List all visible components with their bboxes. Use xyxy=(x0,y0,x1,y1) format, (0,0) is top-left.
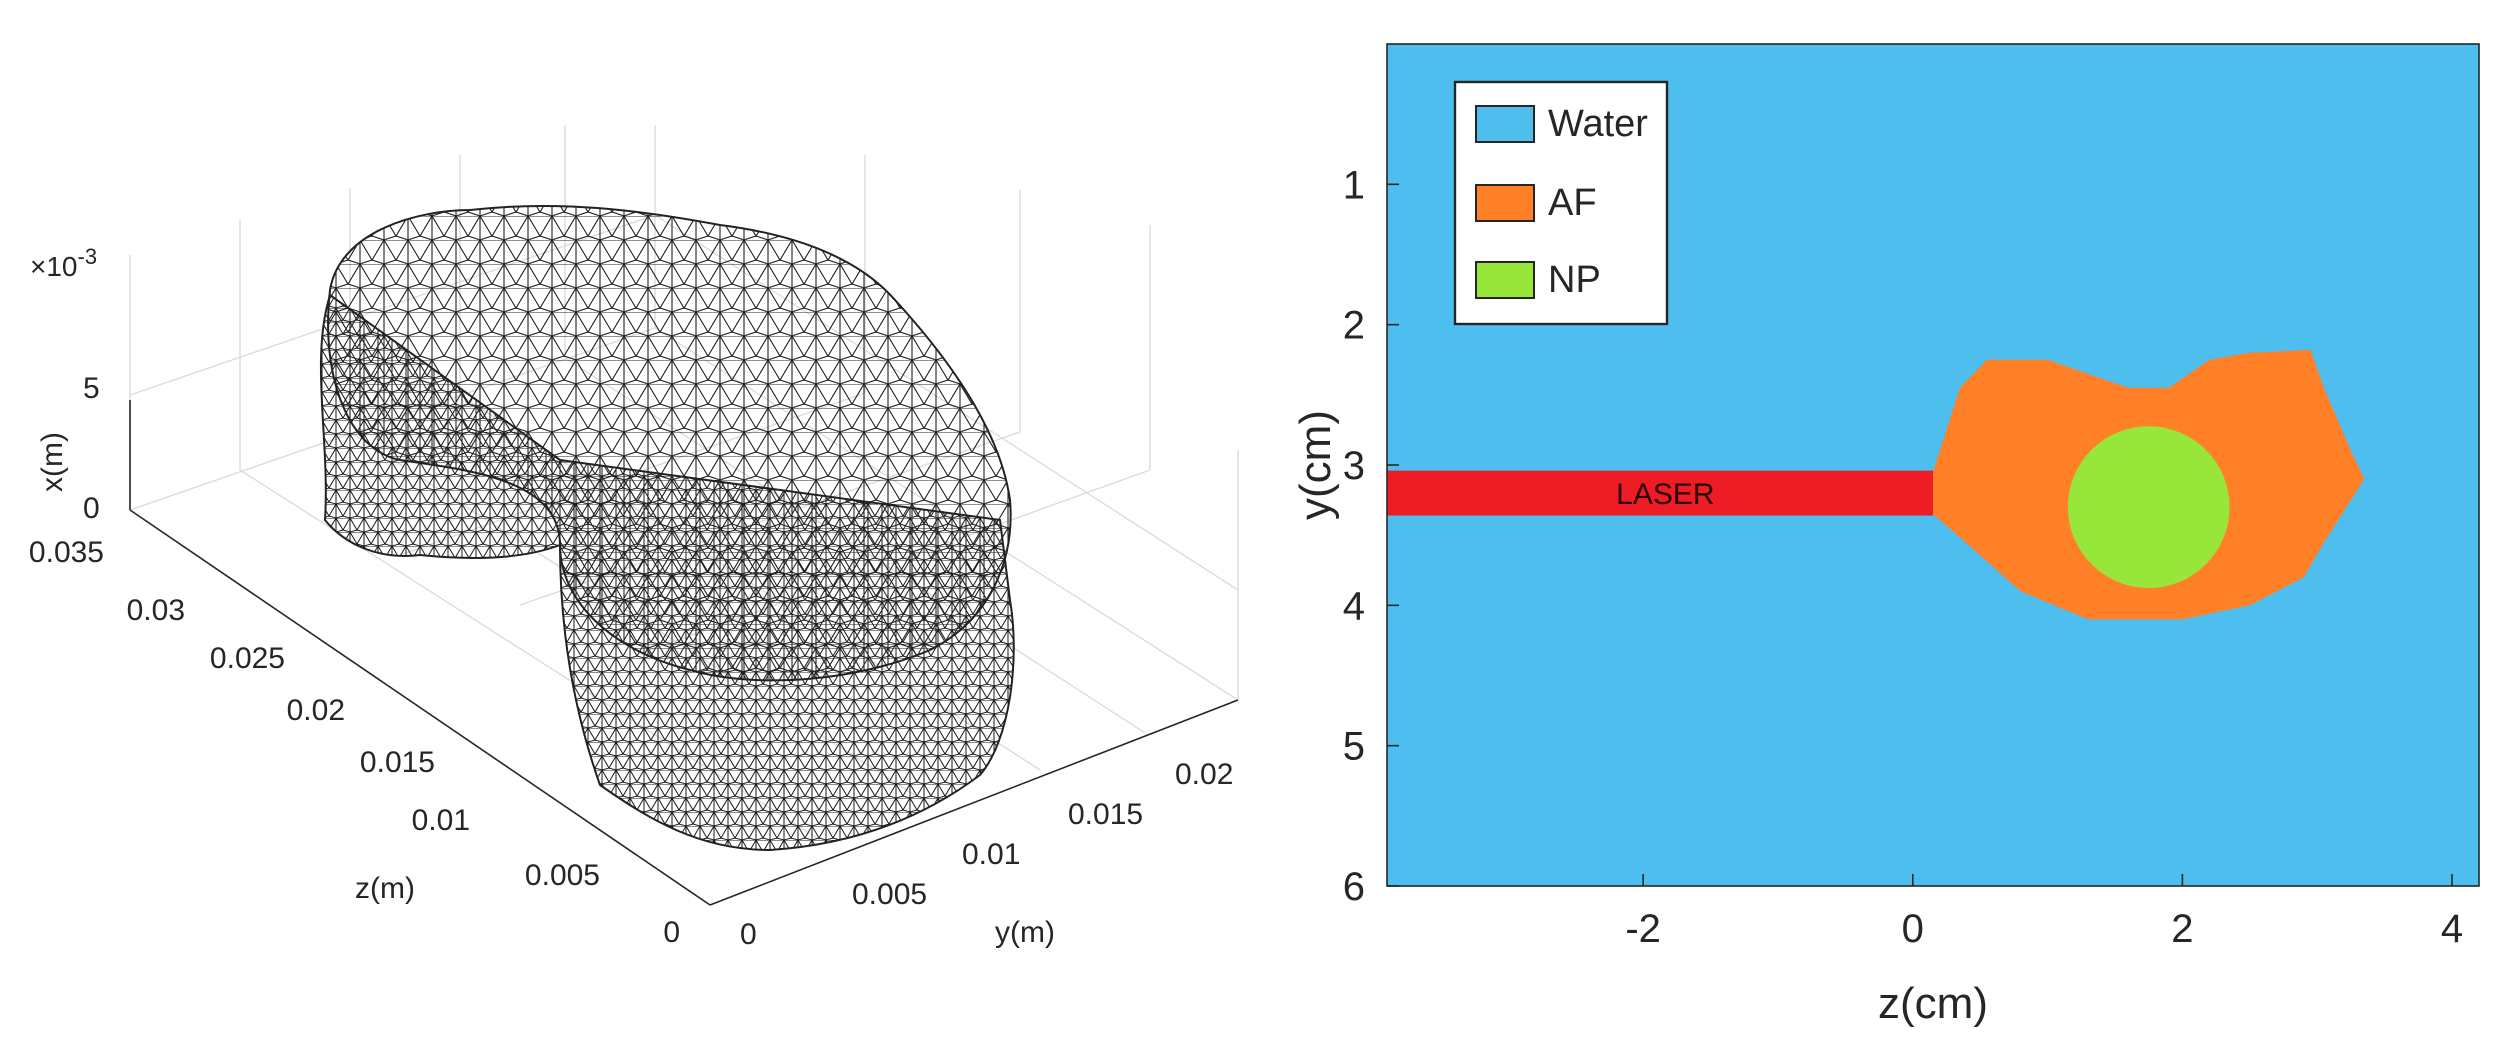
z-tick: 0.005 xyxy=(525,859,600,892)
legend-label: AF xyxy=(1548,182,1597,224)
x-tick: 5 xyxy=(83,372,100,405)
y-tick: 0.01 xyxy=(962,838,1020,871)
y-axis-label: y(m) xyxy=(995,916,1055,949)
exponent-label: ×10-3 xyxy=(30,244,97,282)
legend-entry-af: AF xyxy=(1475,182,1597,224)
np-region xyxy=(2067,426,2230,588)
mesh-ticks: ×10-3 0 5 x(m) 0.035 0.03 0.025 0.02 0.0… xyxy=(29,244,1233,951)
legend: Water AF NP xyxy=(1453,80,1669,326)
z-tick: 0.01 xyxy=(412,804,470,837)
x-axis-label: x(m) xyxy=(36,432,69,492)
y-tick-label: 5 xyxy=(1343,725,1365,769)
legend-swatch xyxy=(1475,184,1535,222)
y-tick: 0.015 xyxy=(1068,798,1143,831)
x-tick-label: -2 xyxy=(1625,907,1661,951)
y-tick-label: 6 xyxy=(1343,865,1365,909)
y-tick-label: 3 xyxy=(1343,444,1365,488)
y-tick-label: 4 xyxy=(1343,584,1365,628)
z-axis-label: z(m) xyxy=(355,872,415,905)
z-tick: 0.035 xyxy=(29,536,104,569)
y-tick: 0 xyxy=(740,918,757,951)
laser-beam xyxy=(1387,470,1933,516)
x-tick: 0 xyxy=(83,492,100,525)
mesh-top-face xyxy=(327,205,1012,682)
y-tick-label: 1 xyxy=(1343,163,1365,207)
y-tick-label: 2 xyxy=(1343,304,1365,348)
legend-swatch xyxy=(1475,105,1535,143)
z-tick: 0.025 xyxy=(210,642,285,675)
laser-label: LASER xyxy=(1616,478,1714,511)
mesh-3d-panel: ×10-3 0 5 x(m) 0.035 0.03 0.025 0.02 0.0… xyxy=(29,125,1239,951)
axis-edges xyxy=(129,400,1239,906)
mesh-surface xyxy=(319,205,1015,852)
x-tick-label: 2 xyxy=(2171,907,2193,951)
x-axis-label: z(cm) xyxy=(1878,979,1988,1028)
z-tick: 0.03 xyxy=(127,594,185,627)
x-tick-label: 4 xyxy=(2441,907,2463,951)
legend-label: NP xyxy=(1548,259,1601,301)
legend-swatch xyxy=(1475,261,1535,299)
y-tick: 0.005 xyxy=(852,878,927,911)
z-tick: 0.02 xyxy=(287,694,345,727)
legend-label: Water xyxy=(1548,103,1648,145)
x-tick-label: 0 xyxy=(1902,907,1924,951)
legend-entry-np: NP xyxy=(1475,259,1601,301)
y-tick: 0.02 xyxy=(1175,758,1233,791)
y-axis-label: y(cm) xyxy=(1291,410,1340,520)
legend-entry-water: Water xyxy=(1475,103,1648,145)
z-tick: 0.015 xyxy=(360,746,435,779)
z-tick: 0 xyxy=(663,916,680,949)
heatmap-panel: LASER -2 0 2 4 1 2 3 4 5 6 z(cm) y(cm) Water AF … xyxy=(1291,43,2480,1028)
